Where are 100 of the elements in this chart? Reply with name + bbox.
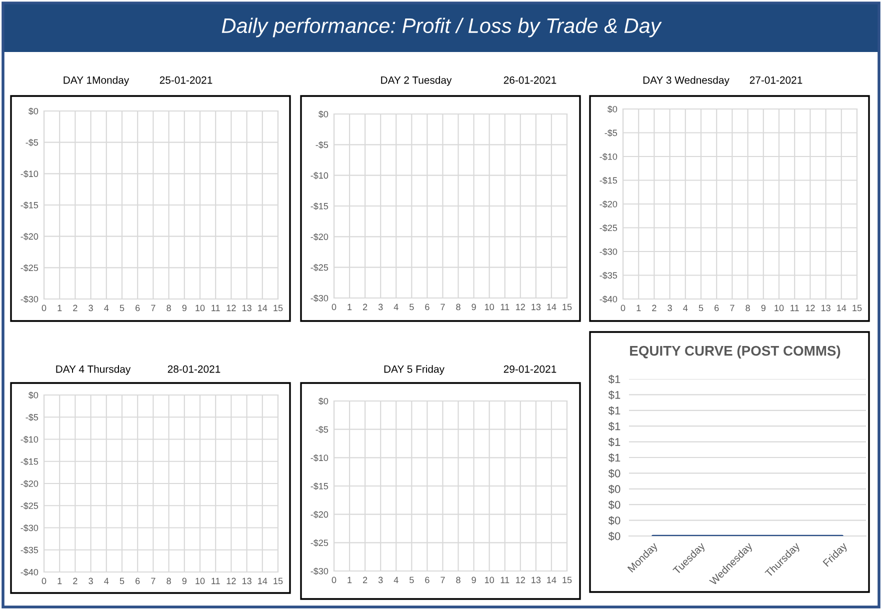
x-tick-label: 15 (562, 304, 572, 310)
y-tick-label: -$10 (20, 170, 38, 178)
x-tick-label: 10 (485, 576, 494, 584)
y-tick-label: $0 (608, 484, 620, 494)
x-tick-label: 8 (456, 576, 460, 584)
x-tick-label: 15 (274, 304, 283, 312)
x-tick-label: 10 (774, 304, 784, 312)
y-tick-label: -$5 (26, 414, 38, 422)
x-tick-label: 2 (73, 578, 78, 584)
y-tick-label: $0 (28, 392, 38, 399)
chart-title: DAY 5 Friday (384, 365, 444, 375)
x-tick-label: 7 (151, 304, 156, 312)
y-tick-label: -$15 (20, 458, 38, 466)
y-tick-label: $0 (608, 516, 620, 526)
x-tick-label: 8 (166, 304, 171, 312)
x-tick-label: 10 (196, 578, 205, 584)
x-tick-label: 9 (761, 304, 766, 312)
x-tick-label: 4 (394, 576, 398, 584)
y-tick-label: -$5 (604, 129, 618, 137)
x-tick-label: 8 (746, 304, 750, 312)
x-tick-label: 0 (620, 304, 626, 312)
x-tick-label: 11 (500, 304, 510, 310)
x-tick-label: 4 (683, 304, 688, 312)
y-tick-label: $0 (608, 469, 620, 478)
x-tick-label: 5 (410, 304, 414, 310)
x-tick-label: 0 (332, 304, 336, 310)
y-tick-label: -$15 (310, 482, 328, 490)
x-tick-label: 9 (472, 576, 476, 584)
y-tick-label: -$15 (20, 202, 38, 209)
x-tick-label: 5 (120, 578, 124, 584)
chart-title: DAY 4 Thursday (56, 365, 131, 375)
x-tick-label: 11 (500, 576, 510, 584)
y-tick-label: -$20 (310, 510, 328, 518)
x-tick-label: 14 (547, 576, 556, 584)
x-tick-label: 14 (258, 578, 268, 584)
y-tick-label: -$35 (600, 272, 618, 280)
y-tick-label: -$40 (20, 568, 38, 576)
y-tick-label: $0 (318, 398, 328, 405)
x-tick-label: 15 (562, 576, 572, 584)
x-tick-label: 9 (472, 304, 476, 310)
y-tick-label: $0 (608, 106, 618, 113)
y-tick-label: $1 (608, 374, 620, 384)
y-tick-label: $1 (608, 406, 620, 416)
x-tick-label: 7 (151, 578, 156, 584)
x-tick-label: 11 (790, 304, 799, 312)
chart-subtitle: 26-01-2021 (504, 76, 556, 84)
x-tick-label: 4 (104, 304, 109, 312)
x-tick-label: 0 (42, 578, 46, 584)
x-tick-label: 3 (88, 304, 93, 312)
y-tick-label: $0 (318, 110, 328, 118)
y-tick-label: -$5 (316, 426, 328, 434)
y-tick-label: -$30 (20, 296, 38, 303)
x-tick-label: 10 (196, 304, 205, 312)
y-tick-label: -$10 (310, 454, 328, 462)
x-tick-label: 2 (73, 304, 78, 312)
chart-subtitle: 25-01-2021 (160, 76, 212, 84)
y-tick-label: $0 (608, 500, 620, 510)
x-tick-label: 2 (652, 304, 656, 312)
chart-title: DAY 3 Wednesday (643, 76, 730, 86)
x-tick-label: 4 (104, 578, 109, 584)
y-tick-label: $1 (608, 390, 620, 400)
y-tick-label: -$35 (20, 546, 38, 554)
x-tick-label: 3 (378, 576, 383, 584)
x-tick-label: 6 (425, 304, 430, 310)
x-tick-label: 13 (532, 304, 541, 310)
x-tick-label: 5 (120, 304, 124, 312)
x-tick-label: 6 (714, 304, 719, 312)
chart-title: DAY 1Monday (64, 76, 130, 86)
x-tick-label: 8 (456, 304, 460, 310)
x-tick-label: 3 (88, 578, 93, 584)
y-tick-label: -$10 (600, 153, 618, 160)
x-tick-label: 1 (348, 304, 352, 310)
y-tick-label: -$10 (310, 172, 328, 180)
y-tick-label: -$25 (310, 539, 328, 547)
y-tick-label: -$30 (310, 294, 328, 302)
x-tick-label: 4 (394, 304, 398, 310)
x-tick-label: 6 (136, 304, 140, 312)
y-tick-label: -$30 (310, 568, 328, 575)
x-tick-label: 14 (258, 304, 268, 312)
chart-title: DAY 2 Tuesday (381, 76, 452, 86)
x-tick-label: 15 (852, 304, 862, 312)
y-tick-label: -$25 (600, 224, 618, 232)
y-tick-label: $0 (608, 532, 620, 541)
y-tick-label: -$20 (20, 480, 38, 488)
y-tick-label: -$30 (600, 248, 618, 256)
x-tick-label: 9 (182, 304, 186, 312)
x-tick-label: 2 (363, 576, 368, 584)
x-tick-label: 13 (821, 304, 830, 312)
x-tick-label: 0 (42, 304, 46, 312)
x-tick-label: 11 (212, 304, 220, 312)
x-tick-label: 5 (410, 576, 414, 584)
x-tick-label: 11 (212, 578, 220, 584)
y-tick-label: $1 (608, 438, 620, 447)
x-tick-label: 1 (58, 578, 62, 584)
x-tick-label: 8 (166, 578, 171, 584)
x-tick-label: 3 (668, 304, 672, 312)
x-tick-label: 7 (440, 304, 445, 310)
x-tick-label: 13 (242, 578, 252, 584)
y-tick-label: $0 (28, 108, 38, 115)
chart-subtitle: 27-01-2021 (750, 76, 802, 84)
